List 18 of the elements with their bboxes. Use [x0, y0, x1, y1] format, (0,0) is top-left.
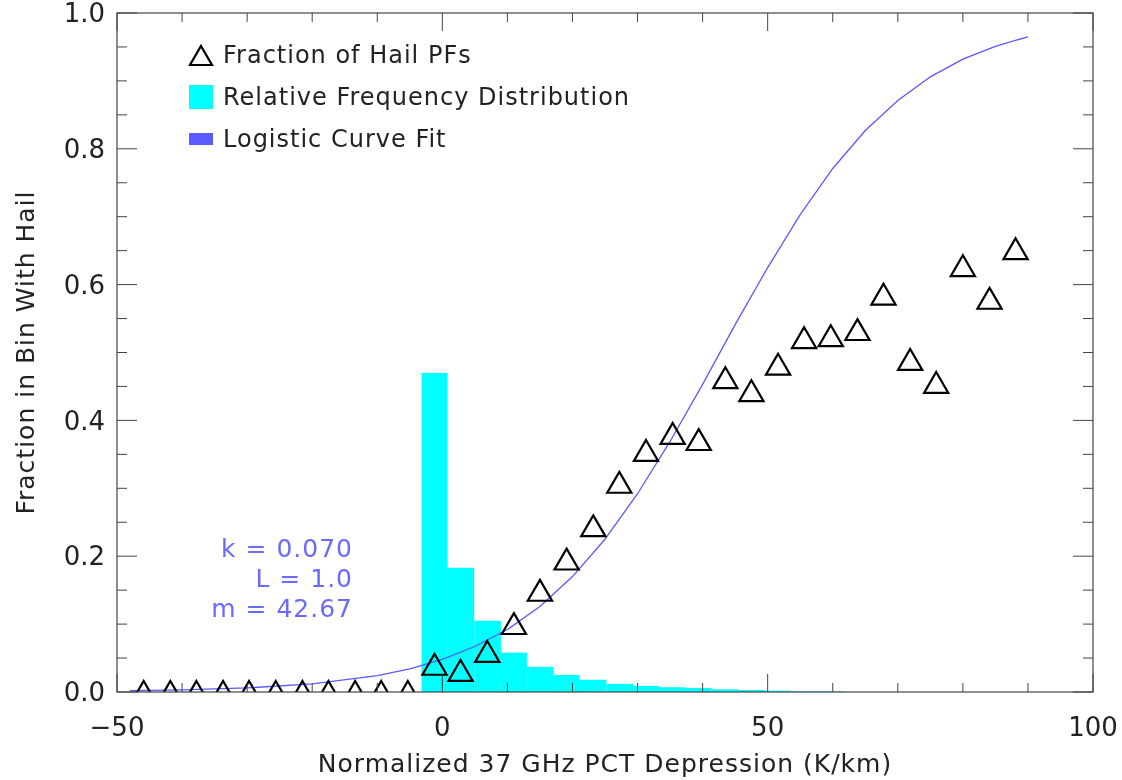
annotation: L = 1.0	[255, 563, 353, 593]
legend-label: Relative Frequency Distribution	[223, 83, 631, 112]
legend-label: Fraction of Hail PFs	[223, 41, 472, 70]
y-tick-label: 0.6	[63, 269, 105, 300]
annotation: m = 42.67	[211, 593, 353, 623]
x-tick-label: 100	[1068, 712, 1118, 742]
y-tick-label: 0.2	[63, 541, 105, 572]
legend-label: Logistic Curve Fit	[223, 125, 447, 154]
annotation: k = 0.070	[221, 533, 353, 563]
x-tick-label: 0	[434, 712, 451, 742]
y-axis-title: Fraction in Bin With Hail	[11, 190, 40, 515]
y-tick-label: 1.0	[63, 0, 105, 29]
y-tick-label: 0.8	[63, 133, 105, 164]
x-tick-label: −50	[89, 712, 145, 742]
y-tick-label: 0.4	[63, 405, 105, 436]
x-tick-label: 50	[751, 712, 785, 742]
x-axis-title: Normalized 37 GHz PCT Depression (K/km)	[317, 749, 893, 778]
y-tick-label: 0.0	[63, 677, 105, 708]
